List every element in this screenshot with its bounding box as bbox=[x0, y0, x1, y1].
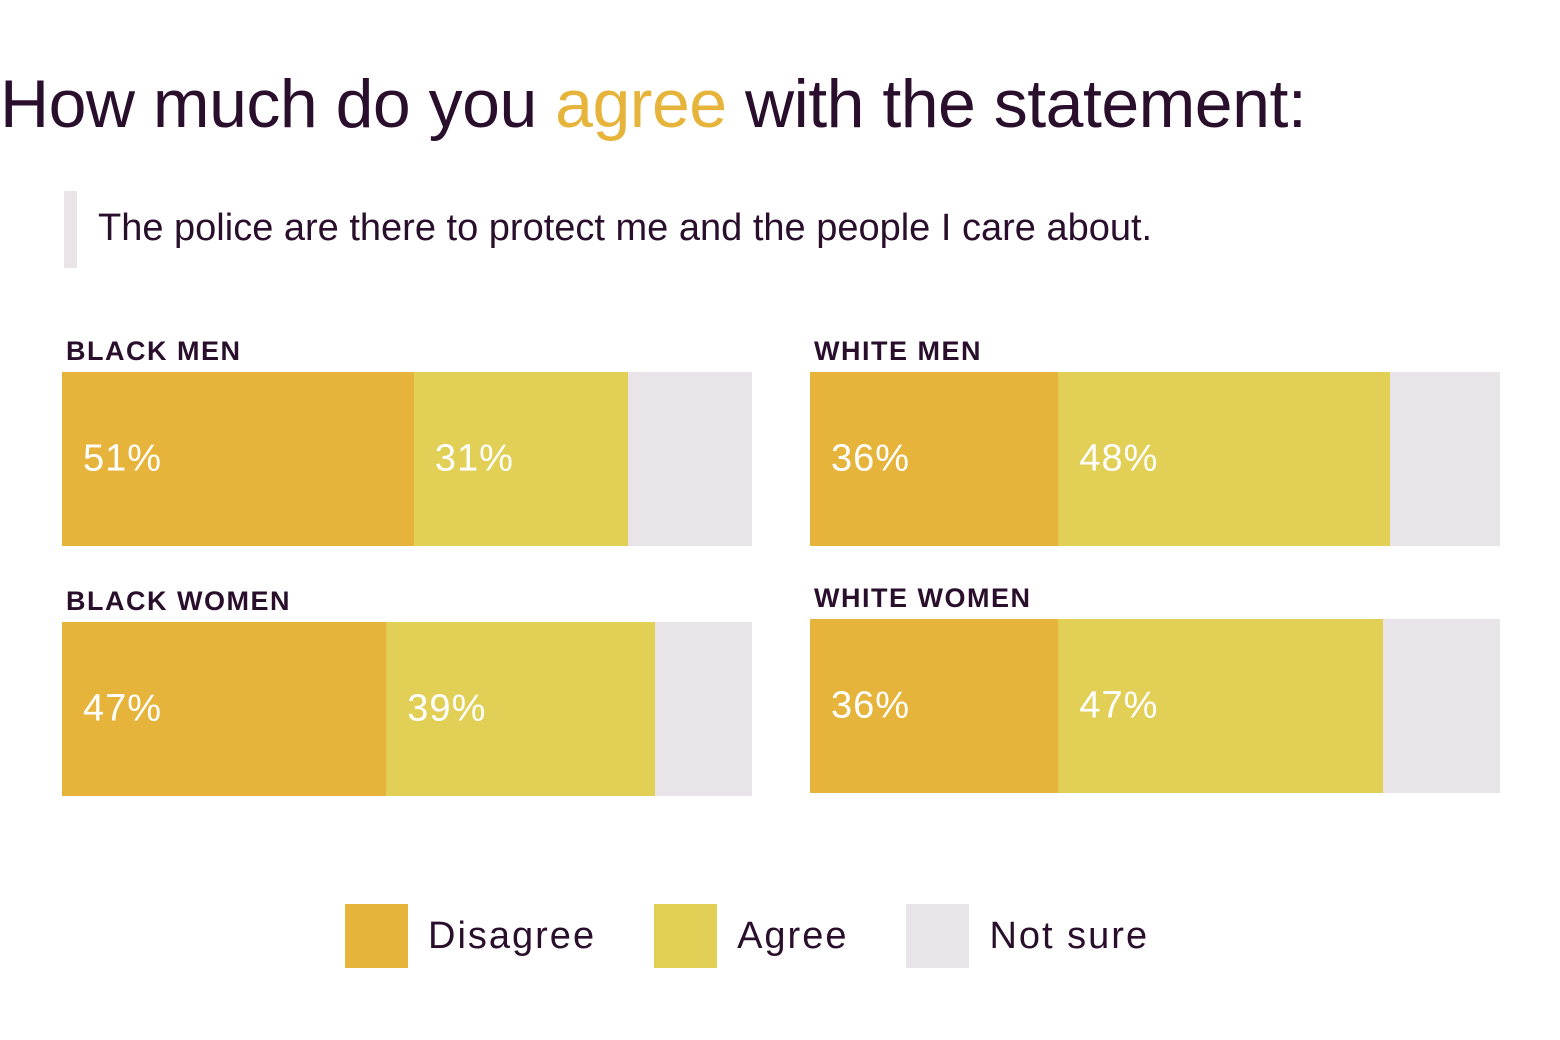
legend-label-not-sure: Not sure bbox=[989, 914, 1150, 957]
legend-swatch-disagree bbox=[345, 904, 408, 968]
panel-white-women: WHITE WOMEN 36% 47% bbox=[810, 583, 1500, 793]
panel-label-white-women: WHITE WOMEN bbox=[814, 583, 1032, 613]
panel-black-men: BLACK MEN 51% 31% bbox=[62, 336, 752, 546]
quote-bar bbox=[64, 191, 77, 268]
title-before: How much do you bbox=[0, 66, 537, 142]
data-label-agree-white-women: 47% bbox=[1079, 684, 1159, 727]
bar-white-men: 36% 48% bbox=[810, 372, 1500, 546]
legend-swatch-not-sure bbox=[906, 904, 970, 968]
bar-segment-not-sure-black-men bbox=[627, 372, 752, 546]
bar-segment-disagree-black-men: 51% bbox=[62, 372, 414, 546]
legend-label-agree: Agree bbox=[737, 914, 849, 957]
data-label-agree-black-women: 39% bbox=[407, 687, 487, 730]
bar-segment-disagree-white-women: 36% bbox=[810, 619, 1059, 793]
legend-item-not-sure: Not sure bbox=[906, 904, 1149, 968]
bar-segment-disagree-black-women: 47% bbox=[62, 622, 387, 796]
bar-segment-not-sure-white-women bbox=[1382, 619, 1500, 793]
bar-segment-not-sure-white-men bbox=[1389, 372, 1500, 546]
panel-label-black-men: BLACK MEN bbox=[66, 336, 242, 366]
bar-segment-disagree-white-men: 36% bbox=[810, 372, 1059, 546]
bar-white-women: 36% 47% bbox=[810, 619, 1500, 793]
bar-segment-agree-black-women: 39% bbox=[386, 622, 656, 796]
bar-segment-not-sure-black-women bbox=[655, 622, 752, 796]
legend-swatch-agree bbox=[654, 904, 718, 968]
data-label-disagree-white-men: 36% bbox=[831, 437, 911, 480]
legend-item-disagree: Disagree bbox=[345, 904, 596, 968]
bar-segment-agree-white-women: 47% bbox=[1058, 619, 1383, 793]
legend: Disagree Agree Not sure bbox=[345, 904, 1149, 968]
bar-segment-agree-white-men: 48% bbox=[1058, 372, 1390, 546]
legend-item-agree: Agree bbox=[654, 904, 848, 968]
bar-black-women: 47% 39% bbox=[62, 622, 752, 796]
panel-label-black-women: BLACK WOMEN bbox=[66, 586, 291, 616]
chart-title: How much do you agree with the statement… bbox=[0, 70, 1307, 138]
data-label-agree-black-men: 31% bbox=[434, 437, 514, 480]
legend-label-disagree: Disagree bbox=[428, 914, 597, 957]
title-after: with the statement: bbox=[745, 66, 1307, 142]
data-label-disagree-black-men: 51% bbox=[83, 437, 163, 480]
bar-segment-agree-black-men: 31% bbox=[413, 372, 628, 546]
statement-text: The police are there to protect me and t… bbox=[98, 207, 1153, 249]
data-label-agree-white-men: 48% bbox=[1079, 437, 1159, 480]
data-label-disagree-white-women: 36% bbox=[831, 684, 911, 727]
title-accent: agree bbox=[555, 66, 727, 142]
panel-white-men: WHITE MEN 36% 48% bbox=[810, 336, 1500, 546]
panel-black-women: BLACK WOMEN 47% 39% bbox=[62, 586, 752, 796]
bar-black-men: 51% 31% bbox=[62, 372, 752, 546]
data-label-disagree-black-women: 47% bbox=[83, 687, 163, 730]
panel-label-white-men: WHITE MEN bbox=[814, 336, 982, 366]
